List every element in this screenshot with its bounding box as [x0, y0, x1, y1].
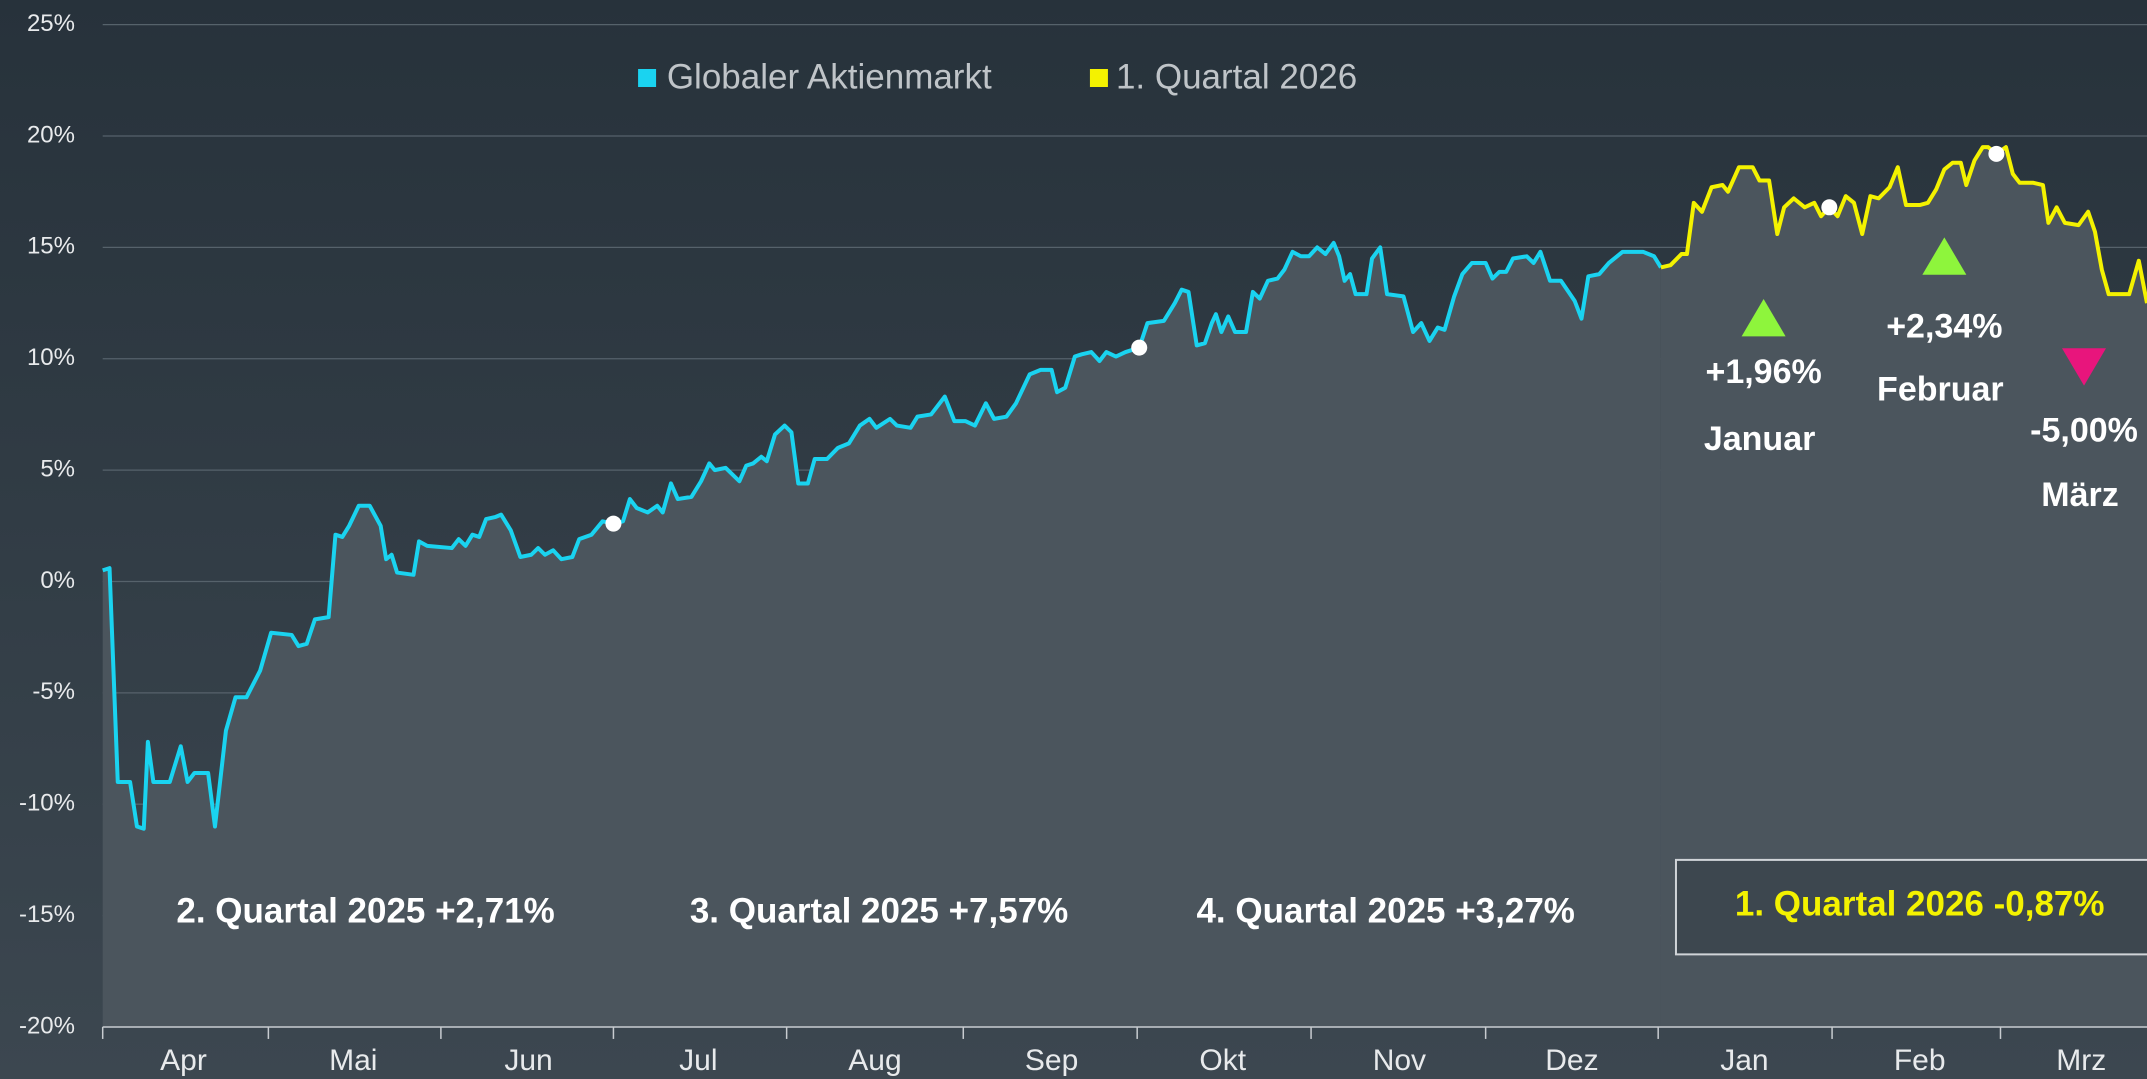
x-tick-label: Nov [1373, 1044, 1426, 1077]
change-arrow [2062, 348, 2107, 386]
line [102, 240, 1663, 831]
area [102, 242, 1661, 1027]
month-name: März [2041, 476, 2118, 514]
month-change: -5,00% [2030, 412, 2138, 450]
month-change: +2,34% [1886, 308, 2002, 346]
quarter-label: 2. Quartal 2025 +2,71% [176, 892, 554, 931]
x-tick-label: Feb [1894, 1044, 1946, 1077]
y-tick-label: 10% [27, 344, 75, 371]
change-arrow [1741, 298, 1786, 337]
x-tick-label: Okt [1199, 1044, 1246, 1077]
x-tick-label: Dez [1545, 1044, 1598, 1077]
marker-dot [1988, 145, 2005, 162]
x-tick-label: Apr [160, 1044, 207, 1077]
month-change: +1,96% [1705, 353, 1821, 391]
x-tick-label: Aug [848, 1044, 901, 1077]
legend-swatch [638, 69, 657, 87]
y-tick-label: 25% [27, 10, 75, 37]
y-tick-label: -20% [19, 1012, 75, 1039]
x-tick-label: Sep [1025, 1044, 1078, 1077]
legend-label: Globaler Aktienmarkt [667, 57, 992, 96]
x-tick-label: Mrz [2056, 1044, 2106, 1077]
y-tick-label: 0% [40, 567, 75, 594]
legend-label: 1. Quartal 2026 [1116, 57, 1357, 96]
y-tick-label: -10% [19, 790, 75, 817]
x-tick-label: Jan [1720, 1044, 1768, 1077]
y-tick-label: 15% [27, 233, 75, 260]
y-tick-label: -5% [32, 678, 75, 705]
marker-dot [1821, 199, 1838, 216]
quarter-label: 1. Quartal 2026 -0,87% [1735, 885, 2105, 924]
legend-swatch [1089, 69, 1108, 87]
marker-dot [1131, 339, 1148, 356]
month-name: Januar [1704, 420, 1816, 458]
y-tick-label: 5% [40, 455, 75, 482]
x-tick-label: Jul [679, 1044, 717, 1077]
x-tick-label: Jun [504, 1044, 552, 1077]
quarter-label: 3. Quartal 2025 +7,57% [690, 892, 1068, 931]
change-arrow [1922, 237, 1967, 275]
month-name: Februar [1877, 371, 2004, 409]
y-tick-label: 20% [27, 121, 75, 148]
quarter-label: 4. Quartal 2025 +3,27% [1196, 892, 1574, 931]
line [1660, 145, 2147, 304]
x-tick-label: Mai [329, 1044, 377, 1077]
area [1660, 147, 2147, 1027]
quarter-box [1674, 858, 2147, 956]
marker-dot [605, 515, 622, 532]
y-tick-label: -15% [19, 901, 75, 928]
